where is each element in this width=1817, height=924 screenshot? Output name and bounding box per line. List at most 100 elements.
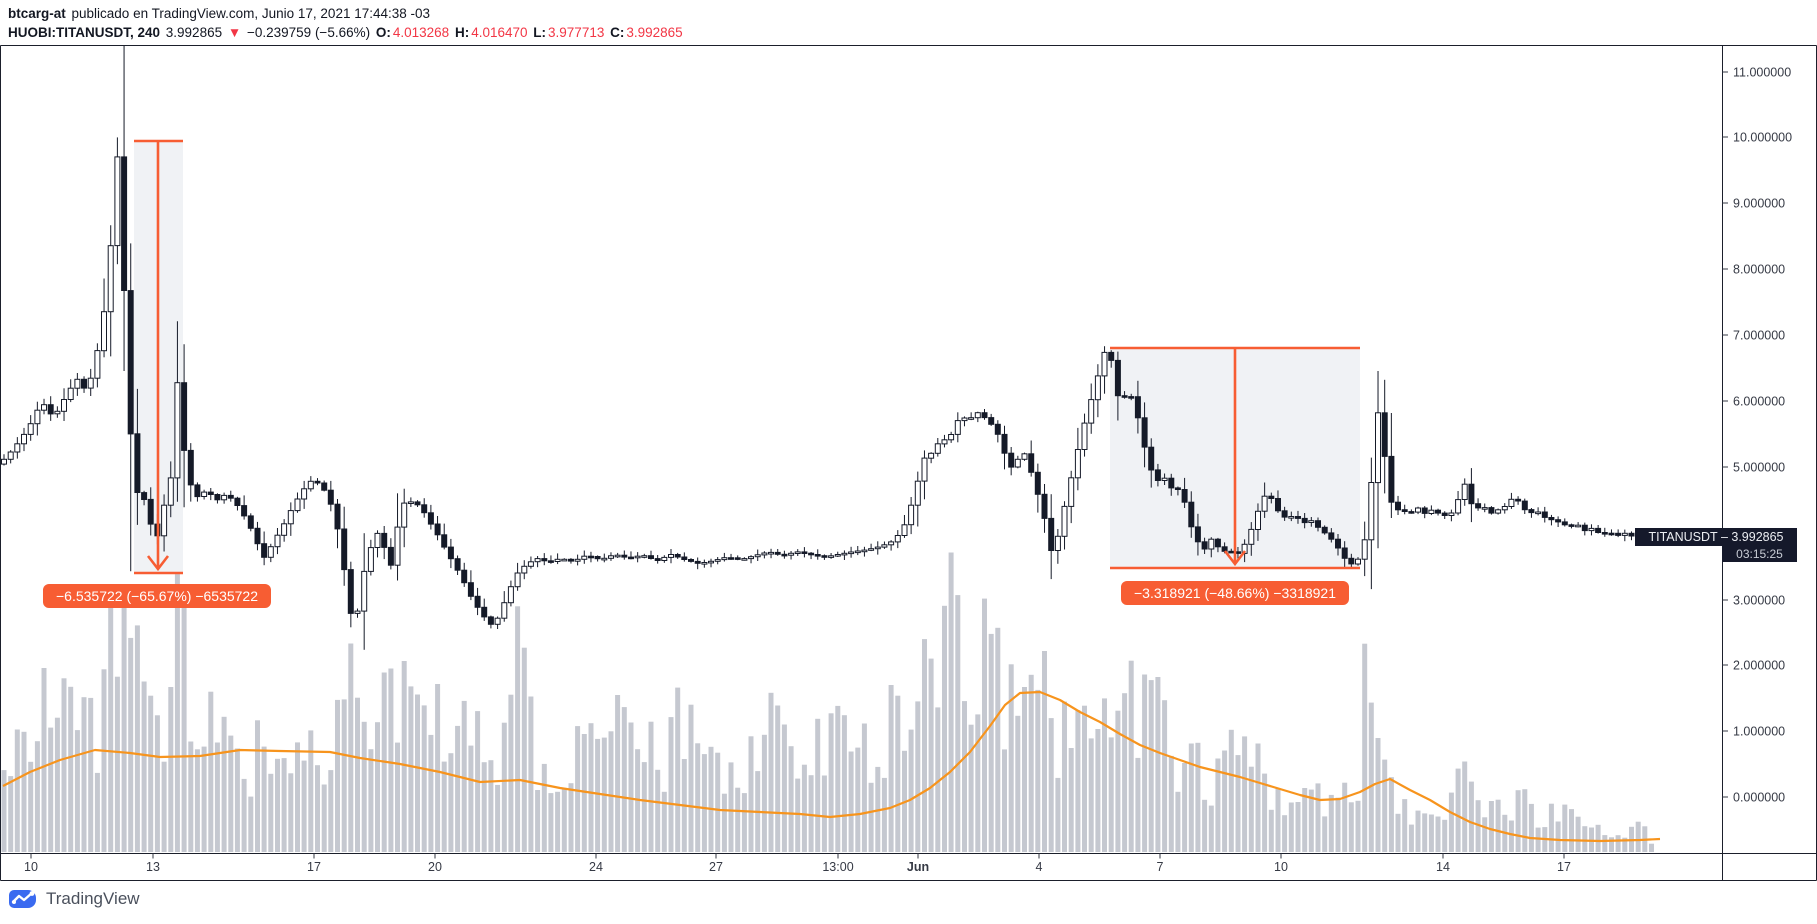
price-axis-label: 11.000000 xyxy=(1733,66,1791,80)
volume-bar xyxy=(1595,824,1601,852)
volume-bar xyxy=(268,773,274,852)
volume-bar xyxy=(1208,805,1214,852)
candle-body xyxy=(1088,399,1095,424)
candle-body xyxy=(1615,532,1622,536)
volume-bar xyxy=(255,720,260,852)
volume-bar xyxy=(982,598,987,852)
candle-body xyxy=(474,595,481,608)
volume-bar xyxy=(1008,664,1014,852)
volume-bar xyxy=(808,775,814,852)
candle-body xyxy=(1081,422,1088,451)
price-axis[interactable]: 11.000000 10.000000 9.000000 8.000000 7.0000… xyxy=(1722,66,1793,805)
volume-bar xyxy=(1515,790,1521,852)
time-axis-label: 17 xyxy=(1557,860,1571,874)
volume-bar xyxy=(815,718,821,852)
candle-body xyxy=(1001,433,1008,454)
volume-bar xyxy=(488,760,494,852)
volume-bar xyxy=(915,701,921,852)
candle-body xyxy=(634,555,641,559)
down-arrow-icon: ▼ xyxy=(227,25,242,40)
volume-bar xyxy=(1428,814,1434,852)
volume-bar xyxy=(81,697,87,852)
volume-bar xyxy=(1495,799,1501,852)
candle-body xyxy=(688,559,694,562)
volume-bar xyxy=(1162,700,1168,852)
candle-body xyxy=(301,488,308,500)
candle-body xyxy=(1208,538,1215,550)
volume-bar xyxy=(1335,797,1341,852)
volume-bar xyxy=(328,770,334,852)
price-axis-label: 8.000000 xyxy=(1733,263,1785,277)
volume-bar xyxy=(1242,736,1248,852)
candle-body xyxy=(1221,546,1228,552)
volume-bar xyxy=(181,601,187,852)
volume-bar xyxy=(1082,705,1087,852)
time-axis[interactable]: 10 13 17 20 24 27 13:00 Jun 4 7 10 14 17 xyxy=(24,853,1571,875)
volume-bar xyxy=(1088,738,1094,852)
candle-body xyxy=(614,554,621,558)
candle-body xyxy=(641,555,648,558)
price-axis-label: 0.000000 xyxy=(1733,791,1785,805)
candle-body xyxy=(127,290,134,435)
volume-bar xyxy=(541,763,547,852)
volume-bar xyxy=(1348,802,1354,852)
measurement-label-2[interactable]: −3.318921 (−48.66%) −3318921 xyxy=(1120,581,1350,605)
volume-bar xyxy=(1468,781,1474,852)
price-axis-label: 9.000000 xyxy=(1733,197,1785,211)
volume-bar xyxy=(588,723,594,852)
volume-bar xyxy=(288,773,294,852)
volume-bar xyxy=(128,637,134,852)
volume-bar xyxy=(355,697,360,852)
symbol-price-axis-label[interactable]: TITANUSDT – 3.992865 xyxy=(1635,528,1797,546)
candle-body xyxy=(928,452,935,459)
volume-bar xyxy=(1155,677,1161,852)
label-separator: – xyxy=(1720,530,1728,544)
candle-body xyxy=(1381,412,1388,457)
label-symbol: TITANUSDT xyxy=(1648,530,1718,544)
measurement-label-1[interactable]: −6.535722 (−65.67%) −6535722 xyxy=(42,584,272,608)
volume-bar xyxy=(1388,777,1394,852)
candle-body xyxy=(421,504,428,514)
volume-bar xyxy=(295,742,300,852)
volume-bar xyxy=(1395,813,1401,852)
candle-body xyxy=(434,523,441,536)
volume-bar xyxy=(1188,743,1194,852)
time-axis-label: 13 xyxy=(146,860,160,874)
candle-body xyxy=(381,532,388,548)
candle-body xyxy=(541,558,548,562)
candle-body xyxy=(407,501,414,504)
volume-bar xyxy=(1408,824,1414,852)
candle-body xyxy=(1008,452,1015,468)
candle-body xyxy=(608,555,614,559)
tradingview-logo[interactable]: TradingView xyxy=(8,888,140,910)
candle-body xyxy=(147,498,154,525)
candle-body xyxy=(441,534,448,548)
candle-body xyxy=(1515,498,1522,502)
volume-bar xyxy=(448,753,454,852)
volume-bar xyxy=(1488,801,1494,852)
candle-body xyxy=(728,557,734,560)
chart-header: btcarg-at publicado en TradingView.com, … xyxy=(8,4,685,42)
volume-bar xyxy=(881,777,887,852)
candle-body xyxy=(694,560,701,564)
volume-bar xyxy=(942,605,947,852)
candle-body xyxy=(501,602,508,619)
volume-bar xyxy=(395,742,400,852)
candle-body xyxy=(1295,516,1301,519)
volume-bar xyxy=(688,704,694,852)
candle-body xyxy=(1315,520,1321,528)
candle-body xyxy=(1021,453,1028,460)
candle-body xyxy=(1108,351,1115,361)
candle-body xyxy=(594,556,601,560)
volume-bar xyxy=(828,713,834,852)
candle-body xyxy=(828,555,835,558)
volume-bar xyxy=(1248,766,1254,852)
tradingview-logo-text: TradingView xyxy=(46,889,140,908)
volume-bar xyxy=(428,734,434,852)
volume-bar xyxy=(621,707,627,852)
volume-bar xyxy=(1148,680,1154,852)
measurement-tools[interactable] xyxy=(134,139,1360,575)
volume-bar xyxy=(721,793,727,852)
volume-bar xyxy=(61,678,67,852)
